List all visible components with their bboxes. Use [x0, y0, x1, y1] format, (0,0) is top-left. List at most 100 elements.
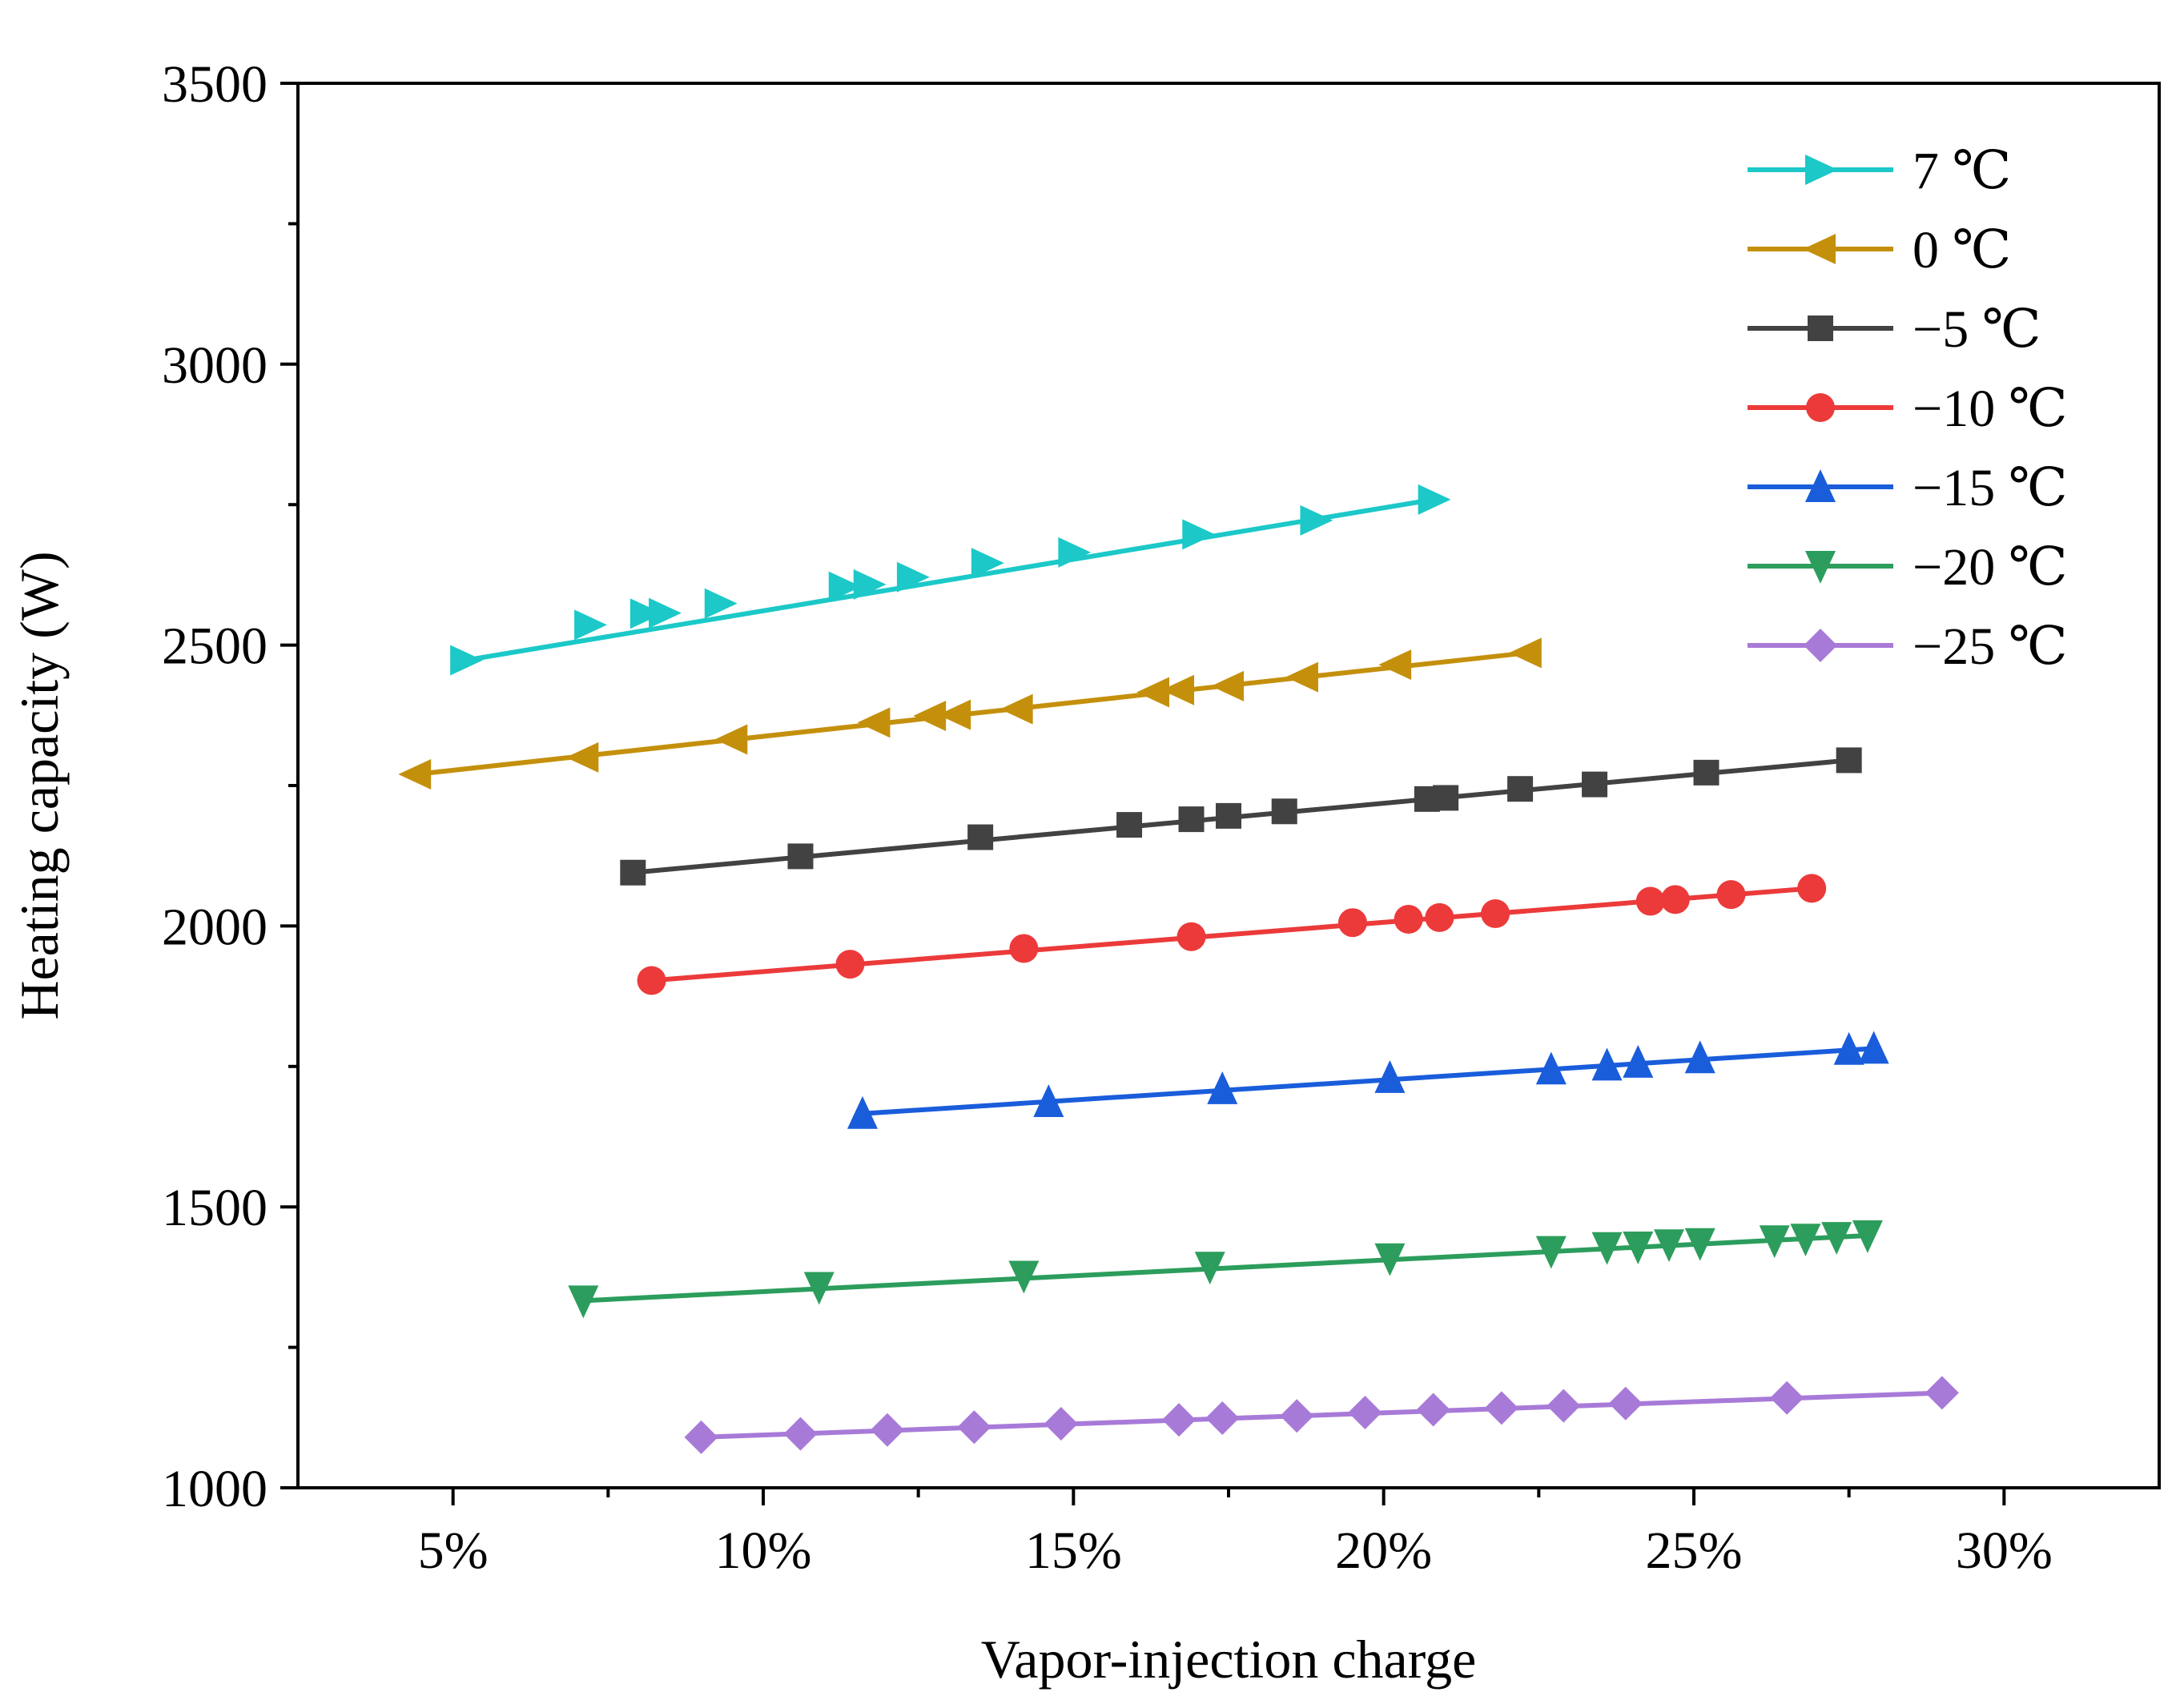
legend-label: −25 ℃ — [1913, 617, 2068, 676]
square-marker — [1507, 776, 1534, 802]
legend-label: 0 ℃ — [1913, 221, 2011, 279]
triangle-up-marker — [1591, 1047, 1623, 1081]
plot-frame — [296, 82, 2161, 1489]
circle-marker — [1176, 922, 1206, 951]
triangle-right-marker — [1418, 484, 1451, 515]
triangle-right-marker — [1300, 504, 1333, 536]
y-tick-label: 1000 — [162, 1460, 267, 1518]
diamond-marker — [1205, 1401, 1240, 1436]
diamond-marker — [783, 1417, 818, 1451]
triangle-down-marker — [1535, 1236, 1567, 1269]
triangle-down-marker — [1759, 1225, 1790, 1259]
triangle-down-marker — [1684, 1228, 1715, 1261]
triangle-left-marker — [1211, 670, 1244, 701]
triangle-down-marker — [1805, 551, 1836, 584]
triangle-right-marker — [649, 597, 682, 629]
diamond-marker — [1804, 629, 1837, 662]
y-tick-label: 3500 — [162, 55, 267, 114]
legend-item: −25 ℃ — [1748, 617, 2068, 676]
circle-marker — [835, 950, 865, 979]
series — [450, 484, 1451, 676]
triangle-up-marker — [1623, 1045, 1654, 1078]
series — [637, 874, 1827, 995]
triangle-up-marker — [1833, 1031, 1864, 1065]
triangle-down-marker — [803, 1272, 835, 1305]
square-marker — [1216, 802, 1241, 829]
series — [620, 747, 1862, 886]
triangle-up-marker — [1535, 1051, 1567, 1085]
x-tick-label: 10% — [715, 1521, 812, 1580]
triangle-down-marker — [1194, 1252, 1225, 1285]
triangle-right-marker — [574, 609, 607, 641]
legend-item: −10 ℃ — [1748, 380, 2068, 438]
triangle-right-marker — [853, 569, 887, 600]
triangle-up-marker — [1033, 1084, 1064, 1118]
series — [684, 1376, 1959, 1454]
legend-label: 7 ℃ — [1913, 142, 2011, 200]
square-marker — [1582, 771, 1608, 798]
x-tick-label: 15% — [1025, 1521, 1122, 1580]
diamond-marker — [870, 1413, 904, 1447]
diamond-marker — [1280, 1399, 1314, 1433]
square-marker — [787, 843, 814, 870]
diamond-marker — [1547, 1389, 1581, 1423]
triangle-left-marker — [938, 699, 971, 730]
triangle-right-marker — [828, 571, 862, 602]
diamond-marker — [1044, 1407, 1078, 1441]
triangle-right-marker — [450, 645, 484, 676]
legend-item: −20 ℃ — [1748, 538, 2068, 597]
triangle-left-marker — [1000, 693, 1033, 725]
triangle-down-marker — [1852, 1220, 1883, 1253]
y-tick-label: 1500 — [162, 1179, 267, 1237]
square-marker — [1116, 812, 1143, 838]
legend: 7 ℃ 0 ℃ −5 ℃ −10 ℃ −15 ℃ −20 ℃ −25 ℃ — [1748, 142, 2068, 676]
triangle-left-marker — [1378, 649, 1412, 681]
triangle-left-marker — [1285, 661, 1318, 693]
x-tick-label: 20% — [1335, 1521, 1432, 1580]
circle-marker — [1337, 908, 1367, 938]
legend-item: 7 ℃ — [1748, 142, 2011, 200]
triangle-down-marker — [1654, 1229, 1685, 1263]
triangle-up-marker — [1207, 1071, 1238, 1104]
triangle-down-marker — [1623, 1232, 1654, 1264]
circle-marker — [1806, 393, 1835, 422]
triangle-right-marker — [971, 548, 1004, 579]
triangle-right-marker — [1805, 155, 1838, 185]
diamond-marker — [1608, 1386, 1643, 1421]
circle-marker — [1009, 934, 1039, 963]
diamond-marker — [1770, 1380, 1804, 1415]
triangle-down-marker — [1821, 1222, 1852, 1255]
triangle-right-marker — [1058, 537, 1092, 568]
x-axis-title: Vapor-injection charge — [981, 1629, 1477, 1690]
legend-label: −15 ℃ — [1913, 459, 2068, 517]
diamond-marker — [1348, 1395, 1382, 1429]
circle-marker — [1394, 904, 1423, 934]
y-tick-label: 2500 — [162, 617, 267, 676]
triangle-left-marker — [398, 758, 432, 790]
series-line — [413, 650, 1529, 777]
triangle-down-marker — [568, 1285, 599, 1319]
square-marker — [1836, 747, 1862, 774]
triangle-down-marker — [1008, 1260, 1040, 1294]
square-marker — [1693, 759, 1719, 786]
series-line — [698, 1390, 1945, 1440]
triangle-up-marker — [1805, 469, 1836, 502]
circle-marker — [1635, 886, 1665, 916]
triangle-up-marker — [1684, 1040, 1715, 1074]
triangle-left-marker — [1161, 674, 1195, 705]
triangle-left-marker — [1803, 234, 1836, 264]
square-marker — [1271, 798, 1297, 825]
circle-marker — [1481, 898, 1510, 928]
diamond-marker — [684, 1420, 718, 1454]
triangle-right-marker — [1182, 519, 1216, 550]
series-line — [581, 1232, 1870, 1304]
legend-label: −10 ℃ — [1913, 380, 2068, 438]
x-tick-label: 30% — [1956, 1521, 2053, 1580]
triangle-up-marker — [1374, 1059, 1406, 1093]
y-tick-label: 2000 — [162, 898, 267, 956]
tick-labels: 5% 10% 15% 20% 25% 30% 1000 1500 2000 2500 3000 350… — [162, 55, 2053, 1580]
triangle-up-marker — [847, 1095, 878, 1129]
legend-item: −5 ℃ — [1748, 300, 2041, 359]
